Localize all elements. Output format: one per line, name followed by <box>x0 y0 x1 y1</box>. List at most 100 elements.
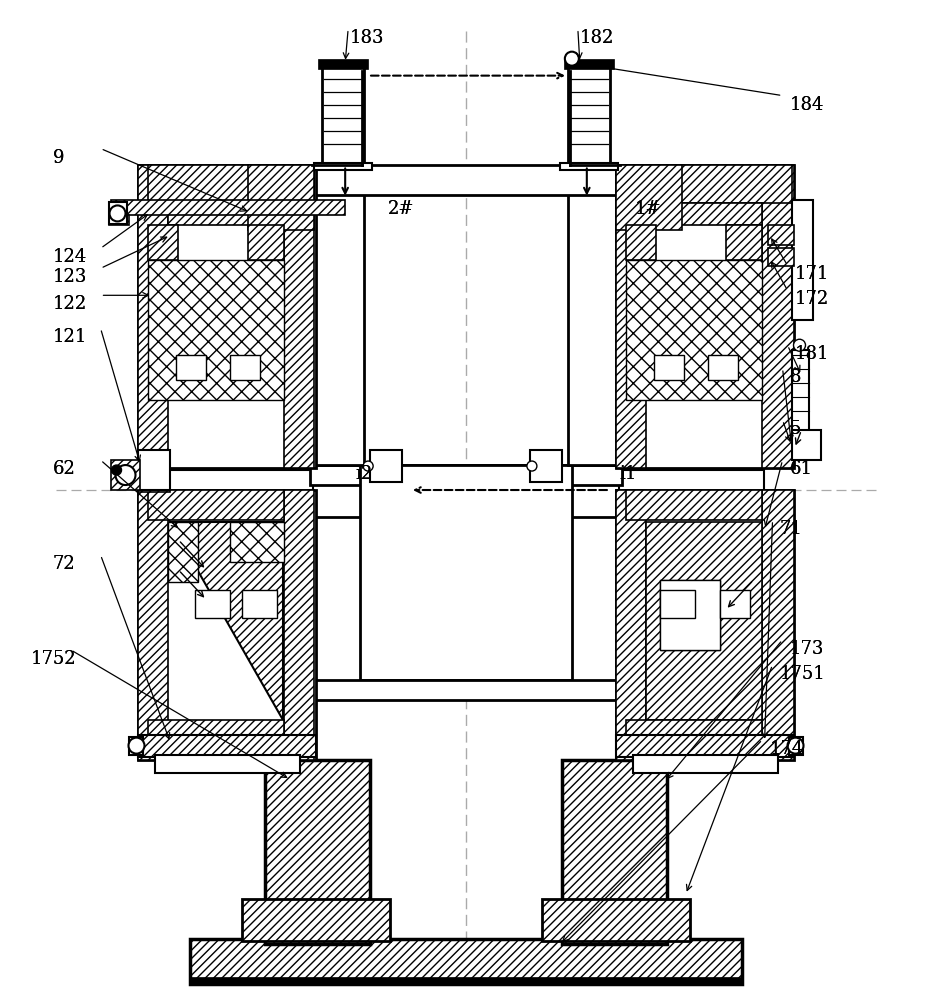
Text: 122: 122 <box>52 295 87 313</box>
Text: 182: 182 <box>580 29 614 47</box>
Text: 1752: 1752 <box>31 650 76 668</box>
Text: 8: 8 <box>789 368 801 386</box>
Bar <box>108 215 129 225</box>
Bar <box>266 760 370 944</box>
Bar <box>242 590 278 618</box>
Bar <box>230 355 260 380</box>
Text: 121: 121 <box>52 328 87 346</box>
Bar <box>242 899 391 941</box>
Text: 72: 72 <box>52 555 75 573</box>
Bar <box>129 737 144 755</box>
Bar <box>791 350 810 435</box>
Circle shape <box>116 465 135 485</box>
Text: 121: 121 <box>52 328 87 346</box>
Circle shape <box>110 205 126 221</box>
Circle shape <box>565 52 579 66</box>
Bar <box>111 460 141 490</box>
Text: 171: 171 <box>794 265 829 283</box>
Text: 173: 173 <box>789 640 824 658</box>
Text: 8: 8 <box>789 368 801 386</box>
Bar <box>139 490 316 760</box>
Bar <box>148 225 178 260</box>
Text: 62: 62 <box>52 460 75 478</box>
Bar <box>148 720 284 750</box>
Bar <box>156 755 300 773</box>
Polygon shape <box>139 450 171 490</box>
Bar <box>530 450 562 482</box>
Bar <box>707 355 737 380</box>
Text: 61: 61 <box>789 460 813 478</box>
Text: 1#: 1# <box>635 200 662 218</box>
Bar <box>625 720 761 750</box>
Bar <box>148 490 284 520</box>
Text: 5: 5 <box>789 420 801 438</box>
Bar <box>560 163 618 170</box>
Bar <box>625 225 656 260</box>
Bar <box>139 735 316 757</box>
Bar <box>646 203 761 225</box>
Text: 181: 181 <box>794 345 829 363</box>
Bar <box>318 59 368 69</box>
Bar <box>625 490 761 520</box>
Text: i1: i1 <box>620 465 637 483</box>
Bar <box>310 680 622 700</box>
Bar <box>625 165 791 203</box>
Text: 2#: 2# <box>388 200 415 218</box>
Bar <box>616 165 646 468</box>
Text: 1#: 1# <box>635 200 662 218</box>
Bar <box>176 355 206 380</box>
Bar <box>314 163 372 170</box>
Text: 1752: 1752 <box>31 650 76 668</box>
Bar <box>625 260 761 400</box>
Bar <box>360 465 572 680</box>
Text: 174: 174 <box>770 740 803 758</box>
Bar <box>248 165 314 230</box>
Text: 9: 9 <box>52 149 64 167</box>
Bar <box>768 248 793 266</box>
Bar <box>196 590 230 618</box>
Text: 172: 172 <box>794 290 829 308</box>
Bar <box>139 165 169 468</box>
Text: 182: 182 <box>580 29 614 47</box>
Circle shape <box>788 738 803 754</box>
Bar <box>646 522 761 720</box>
Bar <box>284 165 314 468</box>
Text: 72: 72 <box>52 555 75 573</box>
Bar <box>564 59 614 69</box>
Bar <box>312 165 620 195</box>
Bar <box>139 490 169 760</box>
Bar <box>139 450 171 492</box>
Bar <box>169 203 284 225</box>
Circle shape <box>112 465 121 475</box>
Circle shape <box>363 461 373 471</box>
Bar <box>619 470 763 510</box>
Text: 172: 172 <box>794 290 829 308</box>
Text: i2: i2 <box>355 465 373 483</box>
Bar <box>322 63 364 167</box>
Text: 124: 124 <box>52 248 87 266</box>
Bar <box>148 260 284 400</box>
Text: i2: i2 <box>355 465 373 483</box>
Polygon shape <box>171 522 283 720</box>
Text: 1751: 1751 <box>779 665 825 683</box>
Bar <box>148 165 314 203</box>
Bar <box>761 165 793 468</box>
Bar <box>761 490 793 760</box>
Bar <box>616 165 681 230</box>
Text: 184: 184 <box>789 96 824 114</box>
Bar <box>310 465 622 485</box>
Bar <box>768 225 793 245</box>
Text: 183: 183 <box>350 29 385 47</box>
Bar <box>660 580 720 650</box>
Bar <box>312 165 364 465</box>
Bar <box>791 200 814 320</box>
Bar <box>726 225 761 260</box>
Text: 61: 61 <box>789 460 813 478</box>
Bar <box>190 939 742 984</box>
Bar <box>541 899 690 941</box>
Bar <box>139 165 316 468</box>
Text: 124: 124 <box>52 248 87 266</box>
Bar <box>720 590 749 618</box>
Text: 71: 71 <box>779 520 802 538</box>
Text: 5: 5 <box>789 420 801 438</box>
